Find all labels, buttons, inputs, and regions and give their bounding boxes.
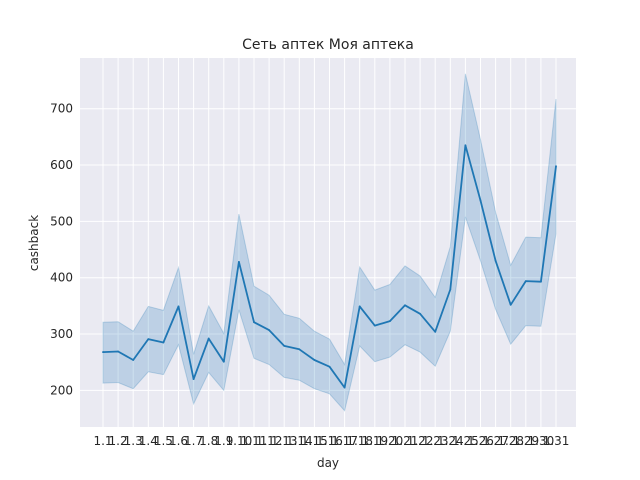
x-tick-label: 1.13 <box>271 434 298 448</box>
x-tick-label: 1.5 <box>154 434 173 448</box>
x-tick-label: 1.28 <box>497 434 524 448</box>
x-tick-label: 1.12 <box>256 434 283 448</box>
x-tick-label: 1.31 <box>543 434 570 448</box>
y-tick-label: 600 <box>50 158 73 172</box>
data-point <box>177 305 180 308</box>
data-point <box>298 348 301 351</box>
x-tick-label: 1.7 <box>184 434 203 448</box>
data-point <box>464 144 467 147</box>
data-point <box>358 305 361 308</box>
x-tick-label: 1.25 <box>452 434 479 448</box>
data-point <box>419 312 421 315</box>
x-tick-label: 1.19 <box>361 434 388 448</box>
x-tick-label: 1.24 <box>437 434 464 448</box>
x-tick-label: 1.26 <box>467 434 494 448</box>
x-tick-label: 1.6 <box>169 434 188 448</box>
y-tick-label: 300 <box>50 327 73 341</box>
data-point <box>449 288 452 291</box>
grid <box>80 58 576 427</box>
y-axis-label: cashback <box>27 215 41 271</box>
x-tick-label: 1.10 <box>226 434 253 448</box>
y-tick-label: 400 <box>50 271 73 285</box>
data-point <box>313 359 316 361</box>
x-tick-label: 1.18 <box>346 434 373 448</box>
x-tick-label: 1.3 <box>124 434 143 448</box>
data-point <box>162 341 165 344</box>
data-point <box>253 321 255 324</box>
x-ticks: 1.11.21.31.41.51.61.71.81.91.101.111.121… <box>93 434 569 448</box>
x-tick-label: 1.14 <box>286 434 313 448</box>
data-point <box>494 259 497 262</box>
data-point <box>328 365 331 368</box>
data-point <box>479 199 482 202</box>
data-point <box>283 344 286 347</box>
y-tick-label: 500 <box>50 214 73 228</box>
x-tick-label: 1.9 <box>214 434 233 448</box>
data-point <box>509 303 512 306</box>
x-tick-label: 1.22 <box>407 434 434 448</box>
x-tick-label: 1.16 <box>316 434 343 448</box>
y-tick-label: 700 <box>50 102 73 116</box>
y-ticks: 200 300 400 500 600 700 <box>50 102 73 398</box>
data-point <box>555 165 557 168</box>
data-point <box>268 329 270 332</box>
x-tick-label: 1.23 <box>422 434 449 448</box>
data-point <box>117 350 119 353</box>
data-point <box>343 386 346 389</box>
data-point <box>102 351 104 353</box>
data-point <box>147 338 150 341</box>
data-point <box>207 337 210 340</box>
data-point <box>373 324 376 327</box>
x-tick-label: 1.21 <box>392 434 419 448</box>
data-point <box>540 280 542 283</box>
data-points <box>102 144 557 389</box>
x-tick-label: 1.2 <box>109 434 128 448</box>
data-point <box>524 280 527 282</box>
data-point <box>238 261 240 263</box>
confidence-band <box>102 73 557 412</box>
data-point <box>222 360 225 363</box>
data-point <box>404 304 406 307</box>
x-tick-label: 1.1 <box>93 434 112 448</box>
x-tick-label: 1.15 <box>301 434 328 448</box>
x-tick-label: 1.17 <box>331 434 358 448</box>
data-point <box>434 330 437 333</box>
x-tick-label: 1.11 <box>241 434 268 448</box>
data-point <box>192 378 195 381</box>
x-tick-label: 1.20 <box>377 434 404 448</box>
x-axis-label: day <box>317 456 339 470</box>
data-point <box>389 320 391 322</box>
x-tick-label: 1.30 <box>528 434 555 448</box>
x-tick-label: 1.27 <box>482 434 509 448</box>
x-tick-label: 1.8 <box>199 434 218 448</box>
data-point <box>132 359 135 361</box>
chart-title: Сеть аптек Моя аптека <box>242 37 414 53</box>
y-tick-label: 200 <box>50 383 73 397</box>
x-tick-label: 1.4 <box>139 434 158 448</box>
x-tick-label: 1.29 <box>512 434 539 448</box>
